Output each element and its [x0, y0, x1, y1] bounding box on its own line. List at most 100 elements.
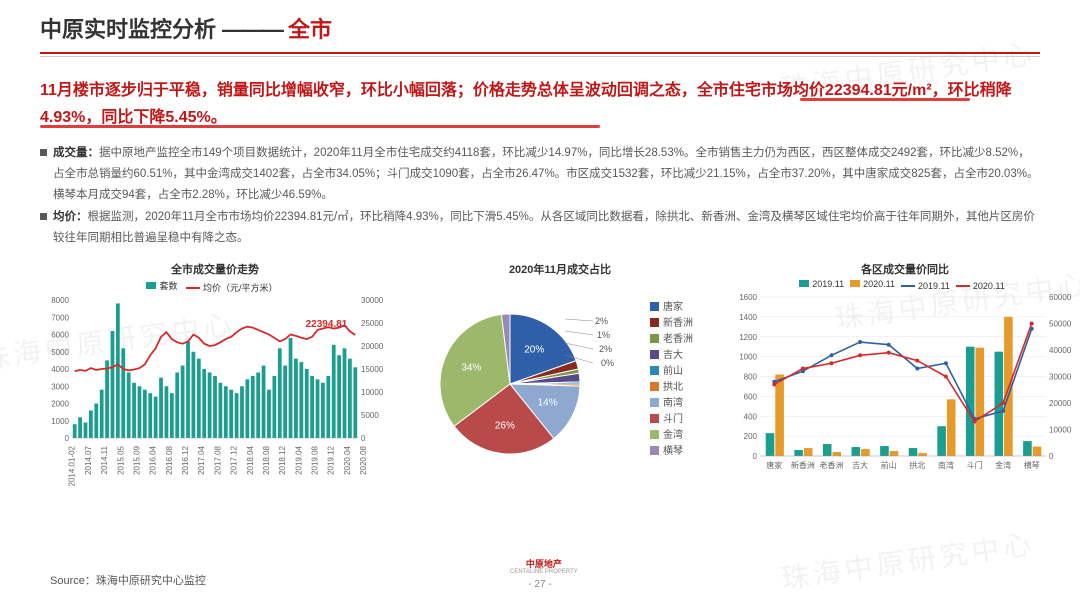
svg-text:600: 600	[744, 393, 758, 402]
svg-text:2018.12: 2018.12	[278, 446, 287, 475]
svg-text:0%: 0%	[601, 358, 614, 368]
svg-text:3000: 3000	[51, 383, 69, 392]
watermark: 珠海中原研究中心	[778, 522, 1037, 597]
svg-text:1400: 1400	[739, 313, 757, 322]
svg-text:2015.09: 2015.09	[132, 446, 141, 475]
bullet-label: 均价：	[53, 211, 88, 223]
header-red-rule	[40, 52, 1040, 54]
chart1-svg: 0 1000 2000 3000 4000 5000 6000 7000 8000 0 5000 10…	[40, 296, 390, 486]
svg-text:7000: 7000	[51, 314, 69, 323]
svg-text:2020.08: 2020.08	[359, 446, 368, 475]
title-dash: ———	[222, 17, 282, 43]
svg-text:1200: 1200	[739, 333, 757, 342]
svg-text:15000: 15000	[361, 365, 384, 374]
svg-text:30000: 30000	[1049, 373, 1072, 382]
svg-text:唐家: 唐家	[663, 300, 683, 313]
svg-text:1000: 1000	[739, 353, 757, 362]
bullet-text: 根据监测，2020年11月全市市场均价22394.81元/㎡，环比稍降4.93%…	[53, 211, 1035, 244]
svg-text:2019.08: 2019.08	[311, 446, 320, 475]
bullet-price: 均价：根据监测，2020年11月全市市场均价22394.81元/㎡，环比稍降4.…	[40, 207, 1040, 248]
highlight-paragraph: 11月楼市逐步归于平稳，销量同比增幅收窄，环比小幅回落；价格走势总体呈波动回调之…	[0, 65, 1080, 137]
svg-text:拱北: 拱北	[663, 380, 683, 393]
svg-text:1000: 1000	[51, 417, 69, 426]
svg-text:2%: 2%	[599, 344, 612, 354]
svg-text:吉大: 吉大	[663, 348, 683, 361]
svg-text:2000: 2000	[51, 400, 69, 409]
svg-text:6000: 6000	[51, 331, 69, 340]
svg-text:斗门: 斗门	[663, 412, 683, 425]
chart3-svg: 0200400600800100012001400160001000020000…	[730, 293, 1080, 478]
underline-1	[40, 125, 600, 128]
bullet-volume: 成交量：据中原地产监控全市149个项目数据统计，2020年11月全市住宅成交约4…	[40, 143, 1040, 205]
svg-text:老香洲: 老香洲	[663, 332, 693, 345]
svg-text:26%: 26%	[495, 420, 515, 431]
legend-line: 均价（元/平方米）	[186, 281, 278, 294]
svg-text:0: 0	[753, 452, 758, 461]
charts-row: 全市成交量价走势 套数 均价（元/平方米） 010002000300040005…	[0, 257, 1080, 487]
svg-text:斗门: 斗门	[967, 460, 983, 470]
chart1-title: 全市成交量价走势	[40, 261, 390, 277]
svg-text:南湾: 南湾	[938, 460, 954, 470]
svg-text:2020.04: 2020.04	[343, 446, 352, 475]
highlight-text: 11月楼市逐步归于平稳，销量同比增幅收窄，环比小幅回落；价格走势总体呈波动回调之…	[40, 82, 1012, 126]
svg-text:8000: 8000	[51, 296, 69, 305]
svg-text:2017.12: 2017.12	[230, 446, 239, 475]
bullets: 成交量：据中原地产监控全市149个项目数据统计，2020年11月全市住宅成交约4…	[0, 137, 1080, 256]
svg-text:横琴: 横琴	[663, 444, 683, 457]
svg-text:金湾: 金湾	[663, 428, 683, 441]
svg-text:22394.81: 22394.81	[306, 319, 348, 330]
underline-2	[800, 98, 970, 101]
svg-text:前山: 前山	[881, 460, 897, 470]
svg-text:2014.11: 2014.11	[100, 446, 109, 475]
title-accent: 全市	[288, 12, 332, 44]
svg-text:2016.08: 2016.08	[165, 446, 174, 475]
svg-text:2018.08: 2018.08	[262, 446, 271, 475]
svg-text:2017.04: 2017.04	[197, 446, 206, 475]
svg-text:南湾: 南湾	[663, 396, 683, 409]
chart3-legend: 2019.112020.112019.112020.11	[730, 279, 1080, 292]
svg-text:60000: 60000	[1049, 293, 1072, 302]
svg-text:200: 200	[744, 432, 758, 441]
svg-text:老香洲: 老香洲	[820, 460, 844, 470]
bullet-label: 成交量：	[53, 147, 99, 159]
svg-text:4000: 4000	[51, 365, 69, 374]
svg-text:20000: 20000	[1049, 399, 1072, 408]
svg-text:2014.01-02: 2014.01-02	[68, 446, 77, 487]
square-icon	[40, 149, 47, 156]
chart-pie-share: 2020年11月成交占比 20%14%26%34%2%1%2%0%唐家新香洲老香…	[400, 261, 720, 479]
svg-text:横琴: 横琴	[1024, 460, 1040, 470]
svg-text:1600: 1600	[739, 293, 757, 302]
svg-text:5000: 5000	[361, 411, 379, 420]
page-header: 中原实时监控分析 ——— 全市	[0, 0, 1080, 65]
chart-district-yoy: 各区成交量价同比 2019.112020.112019.112020.11 0 2…	[730, 261, 1080, 479]
svg-text:25000: 25000	[361, 319, 384, 328]
svg-text:400: 400	[744, 413, 758, 422]
svg-text:10000: 10000	[361, 388, 384, 397]
svg-text:2014.07: 2014.07	[84, 446, 93, 475]
svg-text:800: 800	[744, 373, 758, 382]
bullet-text: 据中原地产监控全市149个项目数据统计，2020年11月全市住宅成交约4118套…	[53, 147, 1038, 200]
svg-text:20%: 20%	[524, 345, 544, 356]
svg-text:30000: 30000	[361, 296, 384, 305]
source-footer: Source：珠海中原研究中心监控	[50, 572, 206, 588]
svg-text:2017.08: 2017.08	[213, 446, 222, 475]
svg-text:10000: 10000	[1049, 426, 1072, 435]
svg-text:2016.04: 2016.04	[149, 446, 158, 475]
svg-text:前山: 前山	[663, 364, 683, 377]
title-main: 中原实时监控分析	[40, 12, 216, 44]
svg-text:0: 0	[361, 434, 366, 443]
svg-text:拱北: 拱北	[909, 460, 925, 470]
svg-text:5000: 5000	[51, 348, 69, 357]
chart3-title: 各区成交量价同比	[730, 261, 1080, 277]
svg-text:新香洲: 新香洲	[791, 460, 815, 470]
svg-text:2019.12: 2019.12	[327, 446, 336, 475]
svg-text:20000: 20000	[361, 342, 384, 351]
svg-text:2016.12: 2016.12	[181, 446, 190, 475]
svg-text:0: 0	[65, 434, 70, 443]
chart-volume-price-trend: 全市成交量价走势 套数 均价（元/平方米） 010002000300040005…	[40, 261, 390, 487]
svg-text:唐家: 唐家	[766, 460, 782, 470]
chart2-svg: 20%14%26%34%2%1%2%0%唐家新香洲老香洲吉大前山拱北南湾斗门金湾…	[400, 279, 720, 479]
svg-text:2%: 2%	[595, 316, 608, 326]
svg-text:2019.04: 2019.04	[294, 446, 303, 475]
logo: 中原地产 CENTALINE PROPERTY	[510, 560, 578, 576]
